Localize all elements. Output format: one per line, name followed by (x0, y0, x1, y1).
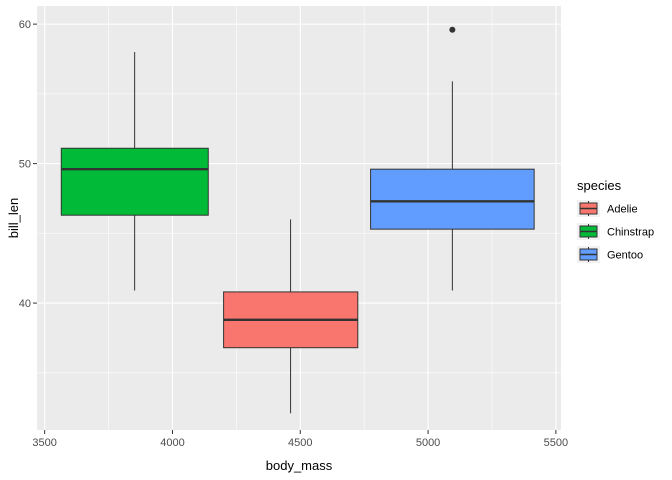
y-axis-title: bill_len (6, 198, 21, 238)
boxes (60, 26, 535, 414)
box-gentoo (370, 26, 535, 291)
x-axis: 3500 4000 4500 5000 5500 (32, 430, 568, 449)
y-tick-label: 60 (19, 19, 31, 31)
legend-label-gentoo: Gentoo (607, 250, 643, 262)
box-chinstrap (60, 52, 209, 291)
box-body (60, 147, 209, 216)
y-tick-label: 40 (19, 298, 31, 310)
x-tick-label: 4500 (288, 437, 312, 449)
legend-label-chinstrap: Chinstrap (607, 227, 654, 239)
x-tick-label: 4000 (160, 437, 184, 449)
y-axis: 40 50 60 (19, 19, 37, 310)
box-body (370, 168, 535, 230)
legend: species Adelie Chinstrap Gentoo (577, 178, 654, 263)
legend-label-adelie: Adelie (607, 204, 638, 216)
legend-title: species (577, 178, 622, 193)
grid-minor (37, 6, 561, 430)
x-tick-label: 5500 (544, 437, 568, 449)
box-adelie (223, 219, 359, 414)
y-tick-label: 50 (19, 159, 31, 171)
x-tick-label: 5000 (416, 437, 440, 449)
outlier-point (449, 26, 456, 33)
x-tick-label: 3500 (32, 437, 56, 449)
x-axis-title: body_mass (266, 458, 333, 473)
